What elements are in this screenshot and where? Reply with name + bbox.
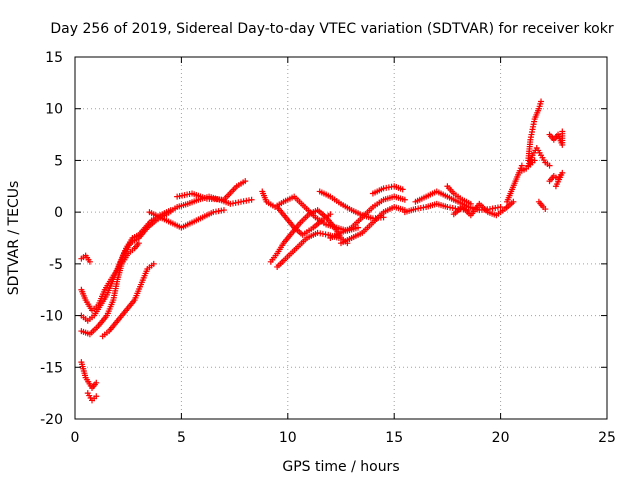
data-point	[546, 162, 553, 169]
data-point	[93, 379, 100, 386]
data-point	[538, 98, 545, 105]
data-point	[355, 224, 362, 231]
x-axis-title: GPS time / hours	[282, 459, 399, 475]
x-tick-label: 20	[492, 430, 510, 446]
data-point	[399, 186, 406, 193]
y-tick-label: -15	[40, 360, 63, 376]
data-points-layer	[78, 98, 566, 404]
data-point	[467, 200, 474, 207]
data-point	[401, 196, 408, 203]
data-point	[327, 211, 334, 218]
x-tick-label: 5	[177, 430, 186, 446]
data-point	[242, 178, 249, 185]
data-point	[86, 258, 93, 265]
ticks-layer: 0 5 10 15 20 25 -20 -15 -10 -5 0 5 10 15	[40, 50, 616, 446]
plot-frame	[74, 56, 608, 420]
data-point	[497, 203, 504, 210]
y-tick-label: 15	[45, 50, 63, 66]
data-point	[552, 183, 559, 190]
x-tick-label: 25	[598, 430, 616, 446]
data-point	[380, 214, 387, 221]
x-tick-label: 15	[385, 430, 403, 446]
data-point	[248, 196, 255, 203]
data-point	[220, 207, 227, 214]
chart-title: Day 256 of 2019, Sidereal Day-to-day VTE…	[50, 21, 613, 37]
data-point	[559, 128, 566, 135]
y-tick-label: 10	[45, 102, 63, 118]
data-point	[167, 207, 174, 214]
y-tick-label: -20	[40, 412, 63, 428]
data-point	[510, 198, 517, 205]
data-point	[93, 393, 100, 400]
y-axis-title: SDTVAR / TECUs	[6, 181, 22, 296]
y-tick-label: -10	[40, 309, 63, 325]
data-point	[150, 260, 157, 267]
data-point	[531, 157, 538, 164]
y-tick-label: 0	[54, 205, 63, 221]
data-point	[518, 162, 525, 169]
x-tick-label: 10	[279, 430, 297, 446]
y-tick-label: 5	[54, 153, 63, 169]
y-tick-label: -5	[49, 257, 63, 273]
data-point	[542, 206, 549, 213]
x-tick-label: 0	[71, 430, 80, 446]
data-point	[135, 240, 142, 247]
